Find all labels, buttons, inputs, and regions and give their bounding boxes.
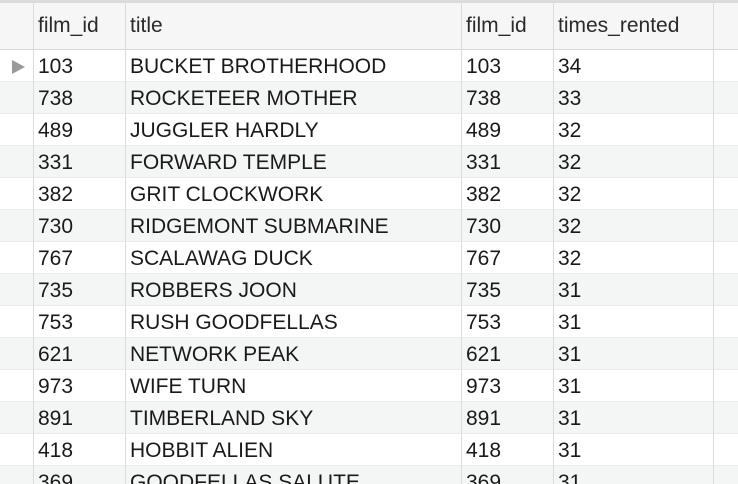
cell-title[interactable]: ROBBERS JOON [130, 279, 297, 302]
cell-film-id[interactable]: 738 [38, 87, 74, 110]
table-row[interactable]: 369 GOODFELLAS SALUTE 369 31 [0, 466, 738, 484]
table-row[interactable]: 753 RUSH GOODFELLAS 753 31 [0, 306, 738, 338]
cell-title[interactable]: RIDGEMONT SUBMARINE [130, 215, 389, 238]
cell-title[interactable]: SCALAWAG DUCK [130, 247, 313, 270]
cell-film-id[interactable]: 369 [38, 471, 74, 484]
cell-times-rented[interactable]: 31 [558, 311, 582, 334]
table-row[interactable]: 891 TIMBERLAND SKY 891 31 [0, 402, 738, 434]
column-divider [33, 0, 34, 484]
cell-times-rented[interactable]: 31 [558, 407, 582, 430]
cell-film-id[interactable]: 753 [38, 311, 74, 334]
column-header-title[interactable]: title [130, 14, 163, 37]
cell-title[interactable]: GOODFELLAS SALUTE [130, 471, 360, 484]
cell-film-id[interactable]: 891 [38, 407, 74, 430]
cell-title[interactable]: RUSH GOODFELLAS [130, 311, 338, 334]
cell-title[interactable]: BUCKET BROTHERHOOD [130, 55, 387, 78]
cell-film-id[interactable]: 730 [38, 215, 74, 238]
cell-title[interactable]: NETWORK PEAK [130, 343, 300, 366]
table-row[interactable]: 103 BUCKET BROTHERHOOD 103 34 [0, 50, 738, 82]
cell-film-id[interactable]: 418 [38, 439, 74, 462]
table-row[interactable]: 738 ROCKETEER MOTHER 738 33 [0, 82, 738, 114]
cell-times-rented[interactable]: 34 [558, 55, 582, 78]
column-divider [553, 0, 554, 484]
table-row[interactable]: 735 ROBBERS JOON 735 31 [0, 274, 738, 306]
cell-film-id[interactable]: 489 [38, 119, 74, 142]
cell-title[interactable]: FORWARD TEMPLE [130, 151, 327, 174]
cell-film-id-2[interactable]: 891 [466, 407, 502, 430]
table-row[interactable]: 489 JUGGLER HARDLY 489 32 [0, 114, 738, 146]
cell-film-id-2[interactable]: 730 [466, 215, 502, 238]
grid-header: film_id title film_id times_rented [0, 0, 738, 50]
cell-times-rented[interactable]: 32 [558, 247, 582, 270]
cell-film-id-2[interactable]: 369 [466, 471, 502, 484]
cell-film-id-2[interactable]: 418 [466, 439, 502, 462]
table-row[interactable]: 767 SCALAWAG DUCK 767 32 [0, 242, 738, 274]
column-divider[interactable] [713, 0, 714, 484]
cell-times-rented[interactable]: 31 [558, 343, 582, 366]
table-row[interactable]: 331 FORWARD TEMPLE 331 32 [0, 146, 738, 178]
current-row-arrow-icon [12, 60, 25, 74]
cell-film-id-2[interactable]: 973 [466, 375, 502, 398]
cell-film-id-2[interactable]: 331 [466, 151, 502, 174]
cell-film-id-2[interactable]: 103 [466, 55, 502, 78]
cell-film-id-2[interactable]: 382 [466, 183, 502, 206]
cell-times-rented[interactable]: 32 [558, 119, 582, 142]
cell-times-rented[interactable]: 32 [558, 183, 582, 206]
cell-film-id[interactable]: 331 [38, 151, 74, 174]
column-divider [461, 0, 462, 484]
cell-film-id-2[interactable]: 621 [466, 343, 502, 366]
cell-times-rented[interactable]: 31 [558, 471, 582, 484]
column-header-film-id-2[interactable]: film_id [466, 14, 527, 37]
grid-body: 103 BUCKET BROTHERHOOD 103 34 738 ROCKETEER M… [0, 50, 738, 484]
cell-film-id[interactable]: 735 [38, 279, 74, 302]
cell-film-id[interactable]: 767 [38, 247, 74, 270]
column-header-film-id[interactable]: film_id [38, 14, 99, 37]
cell-title[interactable]: TIMBERLAND SKY [130, 407, 314, 430]
table-row[interactable]: 730 RIDGEMONT SUBMARINE 730 32 [0, 210, 738, 242]
cell-times-rented[interactable]: 32 [558, 151, 582, 174]
cell-film-id[interactable]: 621 [38, 343, 74, 366]
cell-film-id-2[interactable]: 753 [466, 311, 502, 334]
column-divider [125, 0, 126, 484]
cell-film-id-2[interactable]: 489 [466, 119, 502, 142]
table-row[interactable]: 973 WIFE TURN 973 31 [0, 370, 738, 402]
cell-title[interactable]: ROCKETEER MOTHER [130, 87, 358, 110]
column-header-times-rented[interactable]: times_rented [558, 14, 680, 37]
cell-times-rented[interactable]: 33 [558, 87, 582, 110]
cell-times-rented[interactable]: 31 [558, 279, 582, 302]
table-row[interactable]: 382 GRIT CLOCKWORK 382 32 [0, 178, 738, 210]
cell-film-id-2[interactable]: 735 [466, 279, 502, 302]
cell-times-rented[interactable]: 32 [558, 215, 582, 238]
cell-times-rented[interactable]: 31 [558, 375, 582, 398]
cell-title[interactable]: WIFE TURN [130, 375, 247, 398]
cell-film-id[interactable]: 973 [38, 375, 74, 398]
cell-title[interactable]: JUGGLER HARDLY [130, 119, 319, 142]
cell-title[interactable]: GRIT CLOCKWORK [130, 183, 324, 206]
table-row[interactable]: 418 HOBBIT ALIEN 418 31 [0, 434, 738, 466]
cell-film-id[interactable]: 103 [38, 55, 74, 78]
cell-title[interactable]: HOBBIT ALIEN [130, 439, 274, 462]
table-row[interactable]: 621 NETWORK PEAK 621 31 [0, 338, 738, 370]
cell-times-rented[interactable]: 31 [558, 439, 582, 462]
cell-film-id-2[interactable]: 738 [466, 87, 502, 110]
cell-film-id-2[interactable]: 767 [466, 247, 502, 270]
cell-film-id[interactable]: 382 [38, 183, 74, 206]
